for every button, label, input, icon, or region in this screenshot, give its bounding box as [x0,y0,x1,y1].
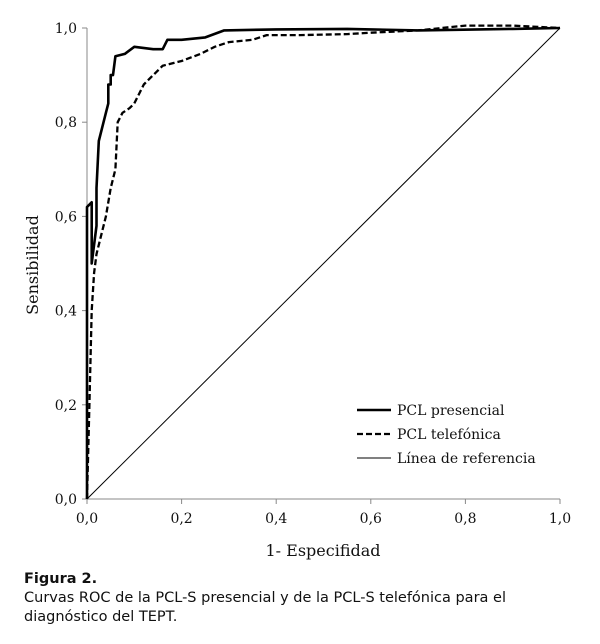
series-line-0 [85,26,561,499]
series-line-1 [85,24,561,500]
x-axis-label: 1- Especifidad [265,541,380,560]
caption-label: Figura 2. [24,571,98,587]
chart-series [85,24,561,500]
y-tick-label: 0,4 [55,304,77,320]
chart-legend: PCL presencial PCL telefónica Línea de ref… [357,403,536,467]
x-tick-label: 1,0 [549,511,571,527]
x-tick-label: 0,2 [170,511,192,527]
x-tick-label: 0,4 [265,511,287,527]
y-tick-label: 0,0 [55,492,77,508]
y-tick-label: 0,6 [55,209,77,225]
x-tick-label: 0,6 [360,511,382,527]
series-line-2 [86,27,561,500]
y-tick-label: 0,8 [55,115,77,131]
caption-text: Curvas ROC de la PCL-S presencial y de l… [24,590,506,625]
legend-label: PCL presencial [397,403,505,419]
legend-label: Línea de referencia [397,451,536,467]
x-tick-label: 0,0 [76,511,98,527]
roc-chart: 0,0 0,2 0,4 0,6 0,8 1,0 0,0 0,2 0,4 0,6 0,8 1,0 PCL… [23,21,571,560]
y-tick-label: 0,2 [55,398,77,414]
y-axis-label: Sensibilidad [23,215,42,315]
legend-label: PCL telefónica [397,427,501,443]
chart-axes: 0,0 0,2 0,4 0,6 0,8 1,0 0,0 0,2 0,4 0,6 0,8 1,0 [55,21,571,527]
y-tick-label: 1,0 [55,21,77,37]
x-tick-label: 0,8 [454,511,476,527]
figure-caption: Figura 2. Curvas ROC de la PCL-S presenc… [24,570,580,627]
